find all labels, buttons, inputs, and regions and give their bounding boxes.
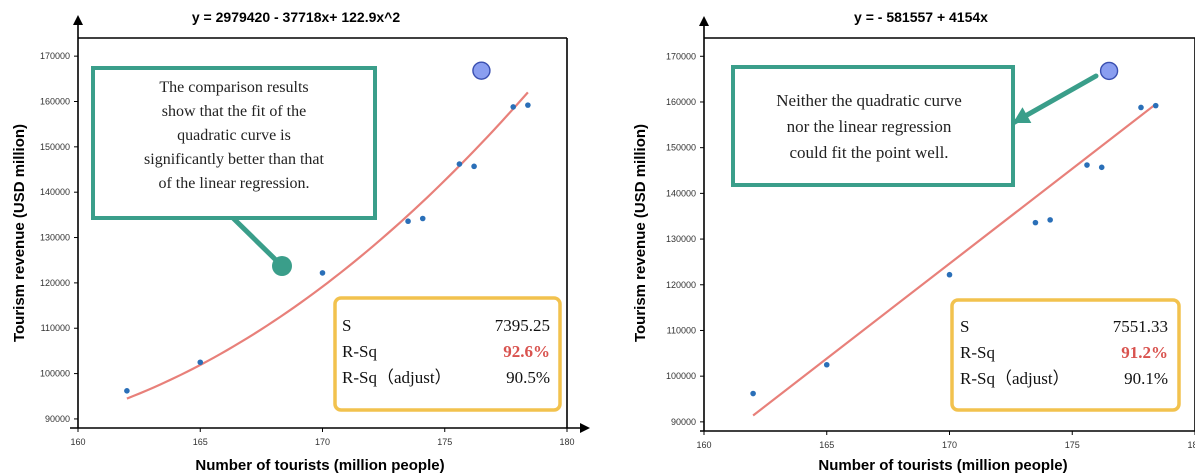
data-point: [197, 359, 204, 366]
stats-label: R-Sq（adjust）: [960, 369, 1070, 388]
highlighted-point: [1099, 61, 1119, 81]
stats-box: [333, 296, 562, 412]
callout-text-line: nor the linear regression: [787, 117, 952, 136]
x-tick-label: 180: [1187, 440, 1195, 450]
x-axis-label: Number of tourists (million people): [818, 457, 1067, 474]
y-tick-label: 100000: [666, 371, 696, 381]
chart-panel-quadratic: 160 165 170 175 180 90000 100000 110000 120000 13…: [11, 9, 590, 474]
x-tick-label: 175: [1065, 440, 1080, 450]
y-tick-label: 110000: [667, 325, 696, 335]
stats-label: S: [342, 316, 351, 335]
data-point: [1047, 217, 1053, 223]
stats-label: R-Sq（adjust）: [342, 368, 452, 387]
data-point: [124, 388, 130, 394]
callout-text-line: of the linear regression.: [158, 175, 309, 192]
callout-pointer-dot: [272, 256, 292, 276]
y-tick-label: 150000: [40, 142, 70, 152]
y-tick-label: 120000: [40, 278, 70, 288]
callout-text-line: show that the fit of the: [162, 103, 306, 120]
y-axis-arrowhead: [73, 15, 83, 25]
data-point: [750, 390, 756, 397]
y-tick-label: 170000: [40, 51, 70, 61]
data-point: [456, 161, 463, 167]
x-tick-label: 170: [315, 437, 330, 447]
y-axis-arrowhead: [699, 16, 709, 26]
data-point: [1032, 219, 1039, 226]
callout-box: [91, 66, 377, 220]
data-point: [1152, 102, 1159, 109]
stats-value: 92.6%: [503, 342, 550, 361]
data-point: [471, 163, 477, 170]
data-point: [1084, 162, 1090, 168]
y-tick-label: 140000: [40, 187, 70, 197]
y-tick-label: 90000: [45, 414, 70, 424]
callout-text-line: The comparison results: [159, 79, 308, 96]
chart-title: y = - 581557 + 4154x: [854, 9, 988, 25]
data-point: [1138, 104, 1144, 111]
highlighted-point: [472, 61, 491, 80]
x-tick-label: 180: [559, 437, 574, 447]
stats-value: 90.1%: [1124, 369, 1168, 388]
y-tick-label: 140000: [666, 188, 696, 198]
y-tick-label: 170000: [666, 51, 696, 61]
y-tick-label: 90000: [671, 417, 696, 427]
x-tick-label: 170: [942, 440, 957, 450]
data-point: [946, 271, 953, 278]
y-tick-label: 160000: [666, 97, 696, 107]
callout-text-line: significantly better than that: [144, 151, 325, 168]
x-tick-label: 175: [437, 437, 452, 447]
y-tick-label: 150000: [666, 143, 696, 153]
x-axis-label: Number of tourists (million people): [195, 457, 444, 474]
data-point: [419, 215, 426, 222]
x-tick-label: 165: [193, 437, 208, 447]
fit-line: [752, 103, 1157, 417]
data-point: [405, 218, 411, 225]
y-tick-label: 130000: [40, 233, 70, 243]
callout-text-line: quadratic curve is: [177, 127, 291, 144]
stats-box: [950, 298, 1181, 412]
y-tick-label: 100000: [40, 369, 70, 379]
y-tick-label: 160000: [40, 96, 70, 106]
callout-pointer-arrowhead: [1013, 107, 1032, 123]
stats-value: 91.2%: [1121, 343, 1168, 362]
y-tick-label: 110000: [41, 323, 70, 333]
stats-value: 7395.25: [495, 316, 550, 335]
stats-label: R-Sq: [342, 342, 377, 361]
y-tick-label: 120000: [666, 280, 696, 290]
chart-panel-linear: 160 165 170 175 180 90000 100000 110000 120000 13…: [632, 9, 1195, 474]
x-axis-arrowhead: [580, 423, 590, 433]
data-point: [525, 102, 531, 108]
stats-label: R-Sq: [960, 343, 995, 362]
x-tick-label: 165: [819, 440, 834, 450]
data-point: [510, 104, 517, 110]
callout-box: [731, 65, 1015, 187]
stats-label: S: [960, 317, 969, 336]
stats-value: 90.5%: [506, 368, 550, 387]
data-point: [319, 270, 326, 276]
stats-value: 7551.33: [1113, 317, 1168, 336]
y-tick-label: 130000: [666, 234, 696, 244]
y-axis-label: Tourism revenue (USD million): [632, 124, 649, 342]
x-tick-label: 160: [696, 440, 711, 450]
data-point: [823, 361, 830, 368]
callout-text-line: Neither the quadratic curve: [776, 91, 962, 110]
data-point: [1098, 164, 1105, 171]
y-axis-label: Tourism revenue (USD million): [11, 124, 28, 342]
chart-title: y = 2979420 - 37718x+ 122.9x^2: [192, 9, 400, 25]
callout-pointer-line: [230, 215, 285, 269]
x-tick-label: 160: [70, 437, 85, 447]
callout-text-line: could fit the point well.: [789, 143, 948, 162]
